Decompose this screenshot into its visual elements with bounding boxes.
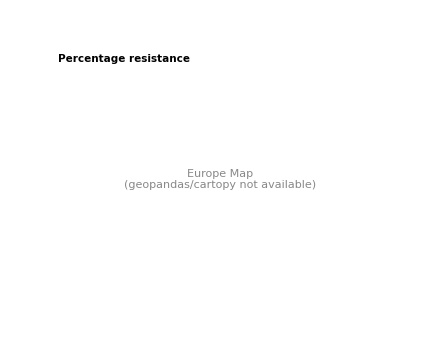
Text: Europe Map
(geopandas/cartopy not available): Europe Map (geopandas/cartopy not availa… <box>124 169 316 191</box>
Text: Percentage resistance: Percentage resistance <box>58 54 190 64</box>
